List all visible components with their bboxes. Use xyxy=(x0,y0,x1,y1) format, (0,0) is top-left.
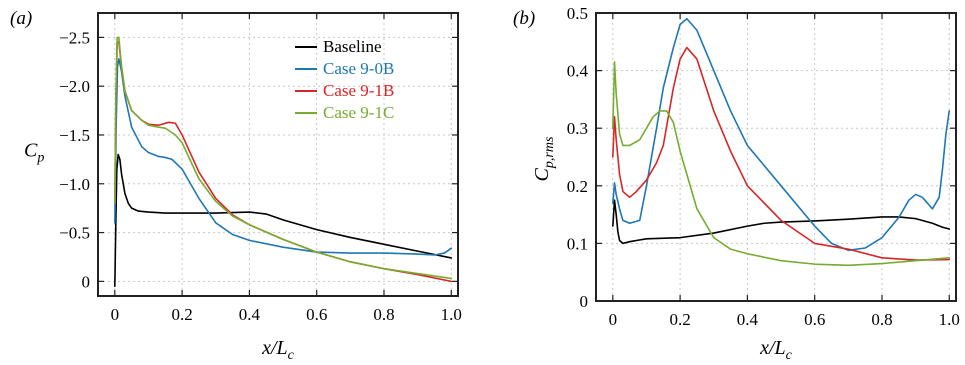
panel-a-cp-distribution: (a) 0 0.2 0.4 0.6 0.8 1.0 0 −0.5 −1.0 −1.5 −2.0 −2.… xyxy=(10,8,462,363)
panel-a-ytick-label-1: −0.5 xyxy=(59,224,90,243)
panel-b-xtick-label-4: 0.8 xyxy=(871,310,892,329)
panel-b-series xyxy=(612,17,951,267)
panel-a-xtick-label-0: 0 xyxy=(111,305,120,324)
panel-b-ytick-label-4: 0.4 xyxy=(567,62,589,81)
panel-a-series-case-9-1b xyxy=(114,41,453,283)
legend-label-case-9-1b: Case 9-1B xyxy=(323,81,394,100)
panel-a-xtick-label-4: 0.8 xyxy=(373,305,394,324)
panel-a-series-case-9-0b xyxy=(114,58,453,256)
panel-b-ytick-label-3: 0.3 xyxy=(567,119,588,138)
panel-a-ytick-label-4: −2.0 xyxy=(59,77,90,96)
panel-b-label: (b) xyxy=(513,8,535,29)
panel-b-series-case-9-0b xyxy=(612,17,951,252)
panel-b-cp-rms-distribution: (b) 0 0.2 0.4 0.6 0.8 1.0 0 0.1 0.2 0.3 0.4 0.5 Cp,… xyxy=(513,4,960,363)
legend-label-case-9-0b: Case 9-0B xyxy=(323,59,394,78)
panel-b-xtick-label-3: 0.6 xyxy=(804,310,825,329)
panel-a-series-baseline xyxy=(114,153,453,288)
panel-a-frame xyxy=(97,12,459,297)
panel-b-xtick-label-2: 0.4 xyxy=(737,310,759,329)
panel-a-xlabel: x/Lc xyxy=(261,337,295,363)
panel-a-ytick-label-3: −1.5 xyxy=(59,126,90,145)
panel-a-label: (a) xyxy=(10,8,32,29)
panel-a-xlabel-sub: c xyxy=(288,348,295,363)
legend-label-baseline: Baseline xyxy=(323,37,382,56)
panel-b-ylabel-sub: p,rms xyxy=(542,136,557,169)
panel-b-ytick-label-5: 0.5 xyxy=(567,4,588,23)
legend: Baseline Case 9-0B Case 9-1B Case 9-1C xyxy=(295,37,394,122)
panel-a-ylabel-text: Cp xyxy=(24,140,44,166)
panel-b-ytick-label-0: 0 xyxy=(580,292,589,311)
panel-a-ticks: 0 0.2 0.4 0.6 0.8 1.0 0 −0.5 −1.0 −1.5 −2.0 −2.5 xyxy=(59,13,462,324)
panel-a-xtick-label-2: 0.4 xyxy=(239,305,261,324)
panel-a-series xyxy=(114,36,453,288)
panel-b-ticks: 0 0.2 0.4 0.6 0.8 1.0 0 0.1 0.2 0.3 0.4 0.5 xyxy=(567,4,960,329)
panel-b-ytick-label-1: 0.1 xyxy=(567,234,588,253)
panel-a-ytick-label-0: 0 xyxy=(82,272,91,291)
panel-b-xlabel: x/Lc xyxy=(759,337,793,363)
panel-b-series-baseline xyxy=(612,199,951,245)
panel-b-series-case-9-1c xyxy=(612,61,951,267)
panel-b-xlabel-sub: c xyxy=(786,348,793,363)
panel-a-series-case-9-1c xyxy=(114,36,453,280)
panel-a-ytick-label-5: −2.5 xyxy=(59,28,90,47)
panel-b-ytick-label-2: 0.2 xyxy=(567,177,588,196)
panel-b-xtick-label-5: 1.0 xyxy=(939,310,960,329)
panel-a-ylabel-sub: p xyxy=(36,151,44,166)
panel-a-ytick-label-2: −1.0 xyxy=(59,175,90,194)
legend-label-case-9-1c: Case 9-1C xyxy=(323,103,394,122)
panel-a-grid xyxy=(98,13,458,296)
panel-b-grid xyxy=(596,12,956,302)
panel-a-xtick-label-3: 0.6 xyxy=(306,305,327,324)
panel-a-ylabel: Cp xyxy=(24,140,44,166)
panel-b-ylabel-text: Cp,rms xyxy=(531,136,557,181)
panel-b-frame xyxy=(595,12,957,302)
panel-b-xlabel-text: x/Lc xyxy=(759,337,793,363)
panel-a-xtick-label-1: 0.2 xyxy=(171,305,192,324)
panel-b-xtick-label-1: 0.2 xyxy=(669,310,690,329)
panel-a-xlabel-text: x/Lc xyxy=(261,337,295,363)
panel-b-series-case-9-1b xyxy=(612,46,951,261)
panel-b-ylabel: Cp,rms xyxy=(531,136,557,181)
panel-a-xtick-label-5: 1.0 xyxy=(441,305,462,324)
panel-b-xtick-label-0: 0 xyxy=(609,310,618,329)
